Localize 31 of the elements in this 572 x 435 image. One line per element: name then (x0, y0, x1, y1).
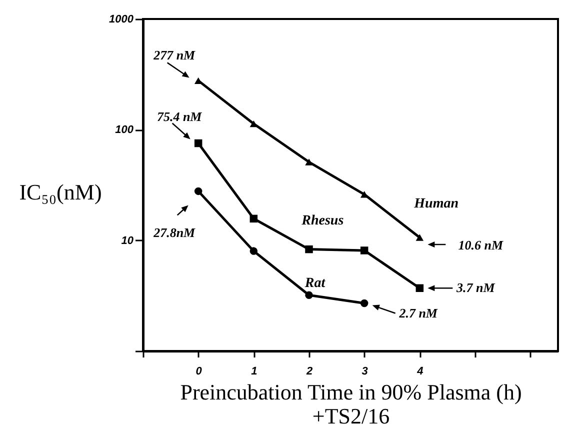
annotation: 3.7 nM (456, 280, 496, 296)
y-axis-title: IC₅₀(nM) (19, 180, 102, 204)
annotation: 75.4 nM (156, 109, 202, 124)
annotation: 27.8nM (152, 225, 196, 240)
point (194, 187, 202, 196)
point (305, 291, 313, 299)
point (360, 299, 368, 308)
series-label: Rat (304, 276, 326, 292)
y-tick-label: 100 (115, 124, 134, 136)
point (416, 284, 424, 292)
annotation: 277 nM (152, 48, 196, 63)
x-axis-title: Preincubation Time in 90% Plasma (h) +TS2/16 (180, 380, 522, 428)
x-tick-label: 0 (196, 366, 203, 378)
point (250, 120, 258, 128)
point (194, 139, 202, 148)
series-label: Rhesus (300, 214, 344, 229)
point (305, 158, 313, 166)
point (250, 247, 258, 255)
point (305, 245, 313, 254)
y-tick-label: 1000 (109, 14, 134, 26)
series-label: Human (413, 196, 459, 212)
x-tick-label: 4 (416, 366, 424, 378)
annotation: 10.6 nM (458, 238, 504, 253)
x-tick-label: 3 (362, 366, 368, 378)
point (250, 214, 258, 223)
annotation: 2.7 nM (398, 305, 438, 320)
x-tick-label: 1 (251, 366, 258, 378)
x-tick-label: 2 (305, 366, 313, 378)
y-tick-label: 10 (121, 234, 134, 247)
point (416, 234, 424, 241)
point (360, 246, 368, 254)
